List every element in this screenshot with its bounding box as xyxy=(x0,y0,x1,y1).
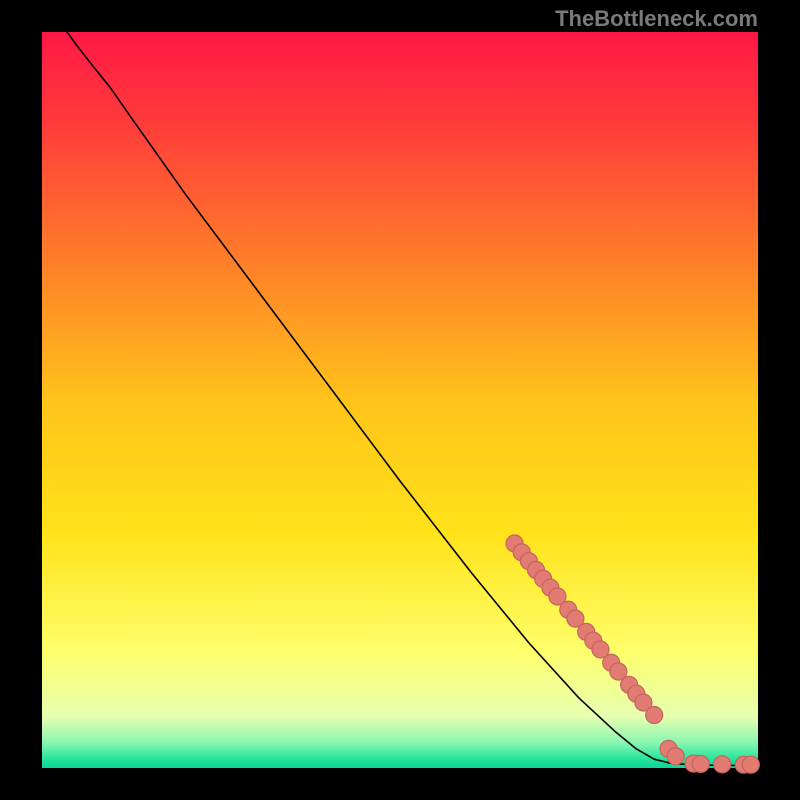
data-marker xyxy=(667,748,684,765)
data-markers xyxy=(506,535,759,773)
chart-overlay xyxy=(0,0,800,800)
data-marker xyxy=(646,707,663,724)
data-marker xyxy=(714,756,731,773)
bottleneck-curve xyxy=(67,32,758,765)
watermark-text: TheBottleneck.com xyxy=(555,6,758,32)
chart-root: TheBottleneck.com xyxy=(0,0,800,800)
data-marker xyxy=(742,756,759,773)
data-marker xyxy=(692,755,709,772)
